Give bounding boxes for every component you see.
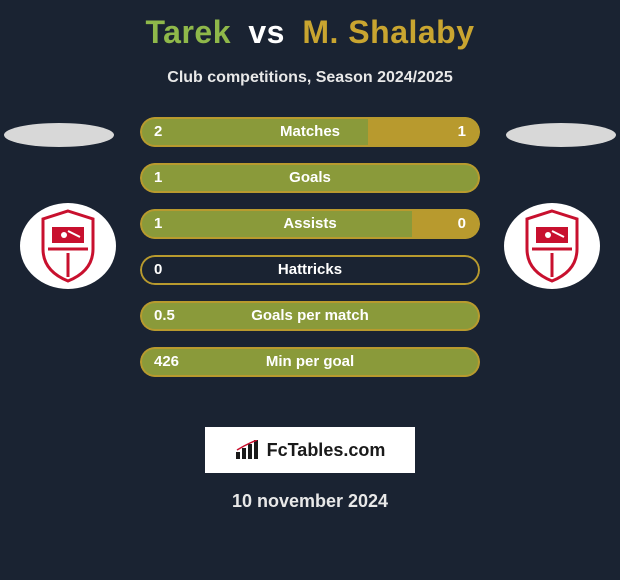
- metric-label: Goals: [140, 163, 480, 193]
- metric-label: Assists: [140, 209, 480, 239]
- date-label: 10 november 2024: [0, 491, 620, 512]
- player1-club-badge: [18, 201, 118, 291]
- title-vs: vs: [248, 14, 285, 50]
- source-badge: FcTables.com: [205, 427, 415, 473]
- metric-row: 0Hattricks: [140, 255, 480, 285]
- subtitle: Club competitions, Season 2024/2025: [0, 69, 620, 87]
- source-label: FcTables.com: [267, 440, 386, 461]
- metric-label: Min per goal: [140, 347, 480, 377]
- chart-icon: [235, 440, 261, 460]
- player2-oval: [506, 123, 616, 147]
- metric-label: Goals per match: [140, 301, 480, 331]
- metric-label: Hattricks: [140, 255, 480, 285]
- comparison-stage: 21Matches 1Goals 10Assists 0Hattricks 0.5Goa…: [0, 117, 620, 407]
- title-player1: Tarek: [145, 14, 231, 50]
- metric-row: 1Goals: [140, 163, 480, 193]
- metric-bars: 21Matches 1Goals 10Assists 0Hattricks 0.5Goa…: [140, 117, 480, 393]
- title-player2: M. Shalaby: [302, 14, 474, 50]
- page-title: Tarek vs M. Shalaby: [0, 0, 620, 51]
- metric-label: Matches: [140, 117, 480, 147]
- player2-club-badge: [502, 201, 602, 291]
- metric-row: 21Matches: [140, 117, 480, 147]
- metric-row: 426Min per goal: [140, 347, 480, 377]
- metric-row: 10Assists: [140, 209, 480, 239]
- player1-oval: [4, 123, 114, 147]
- metric-row: 0.5Goals per match: [140, 301, 480, 331]
